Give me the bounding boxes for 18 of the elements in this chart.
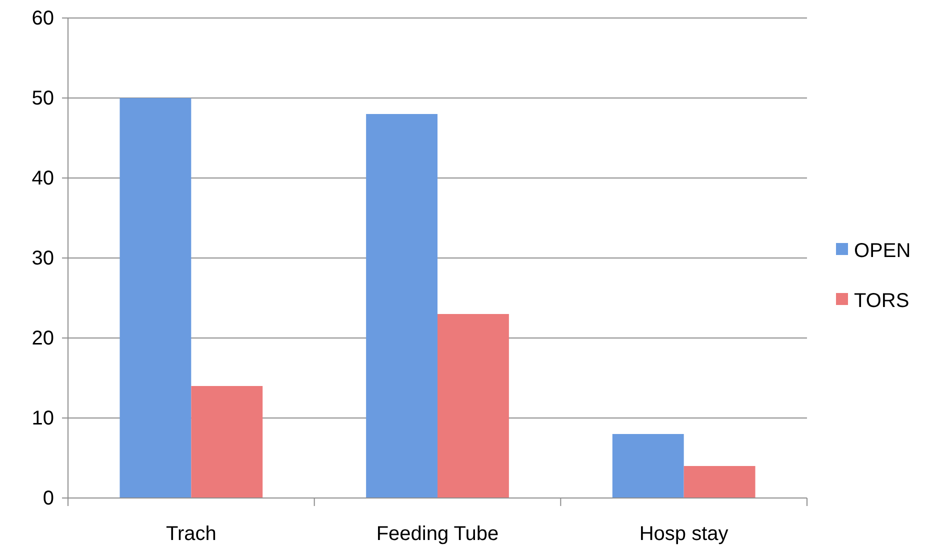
bar	[684, 466, 756, 498]
y-tick-label: 10	[32, 407, 54, 430]
legend-label: TORS	[854, 290, 910, 312]
x-tick-label: Feeding Tube	[376, 523, 499, 545]
y-tick-label: 20	[32, 327, 54, 350]
bar	[612, 434, 684, 498]
bar	[438, 314, 509, 498]
bar	[366, 114, 438, 498]
y-tick-label: 30	[32, 247, 54, 270]
x-tick-label: Hosp stay	[639, 523, 728, 545]
legend-label: OPEN	[854, 240, 911, 262]
bar	[120, 98, 192, 498]
x-tick-label: Trach	[166, 523, 216, 545]
y-tick-label: 50	[32, 87, 54, 110]
y-tick-label: 0	[42, 487, 54, 510]
bar	[191, 386, 263, 498]
y-tick-label: 60	[32, 7, 54, 30]
y-tick-label: 40	[32, 167, 54, 190]
